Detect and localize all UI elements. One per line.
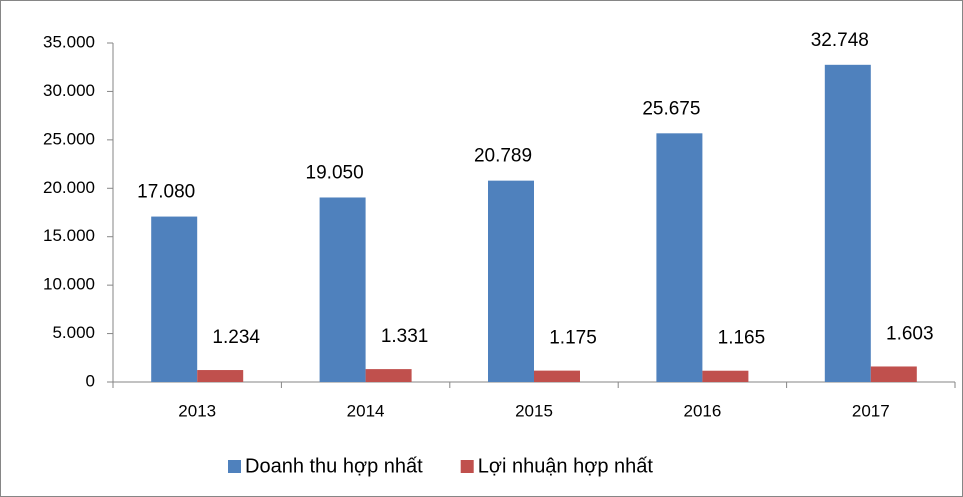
legend-label: Doanh thu hợp nhất — [245, 455, 423, 477]
x-tick-label: 2017 — [852, 401, 890, 420]
data-label: 1.331 — [381, 326, 429, 347]
bar — [534, 370, 580, 382]
bar — [151, 216, 198, 382]
bar — [365, 369, 412, 382]
data-label: 1.234 — [212, 327, 260, 348]
data-label: 25.675 — [642, 98, 700, 119]
bar — [824, 64, 871, 382]
y-tick-label: 30.000 — [43, 81, 95, 100]
y-tick-label: 25.000 — [43, 129, 95, 148]
y-tick-label: 5.000 — [52, 323, 95, 342]
bar — [702, 370, 749, 382]
y-tick-label: 35.000 — [43, 32, 95, 51]
y-tick-label: 20.000 — [43, 178, 95, 197]
data-label: 17.080 — [137, 182, 195, 203]
data-label: 1.603 — [886, 323, 934, 344]
data-label: 1.165 — [718, 328, 766, 349]
x-tick-label: 2015 — [515, 401, 553, 420]
bar — [870, 366, 917, 382]
bar — [197, 370, 244, 382]
bar — [319, 197, 366, 382]
legend-swatch — [228, 460, 241, 473]
legend-swatch — [460, 460, 474, 473]
data-label: 19.050 — [306, 163, 364, 184]
x-tick-label: 2013 — [178, 401, 216, 420]
y-tick-label: 15.000 — [43, 226, 95, 245]
data-label: 32.748 — [811, 30, 869, 51]
y-tick-label: 10.000 — [43, 275, 95, 294]
data-label: 1.175 — [549, 328, 597, 349]
x-tick-label: 2014 — [347, 401, 385, 420]
bar — [488, 180, 534, 382]
x-tick-label: 2016 — [683, 401, 721, 420]
bar — [656, 133, 703, 382]
data-label: 20.789 — [474, 146, 532, 167]
y-tick-label: 0 — [86, 371, 95, 390]
legend-label: Lợi nhuận hợp nhất — [478, 455, 654, 477]
